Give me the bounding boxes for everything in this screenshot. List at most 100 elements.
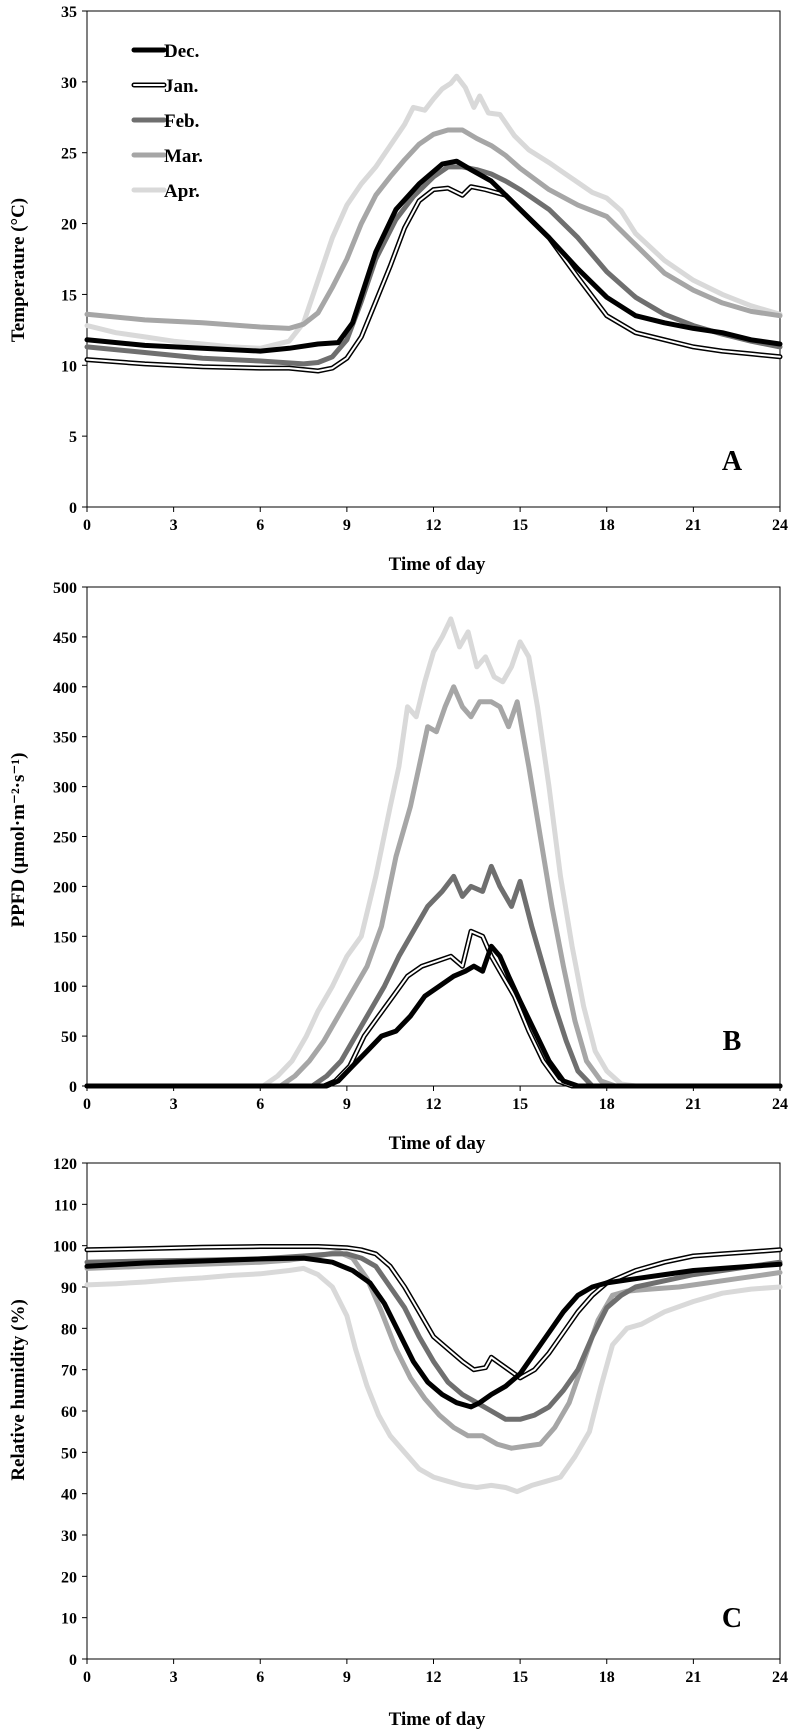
rh-series-line-dec (84, 1255, 783, 1410)
temp-series-line-dec (84, 158, 783, 354)
ppfd-y-tick-label: 300 (53, 780, 77, 797)
rh-y-tick-label: 120 (53, 1156, 77, 1173)
humidity-y-axis-title: Relative humidity (%) (8, 1299, 29, 1481)
legend-item-apr: Apr. (131, 181, 200, 202)
ppfd-y-tick-label: 350 (53, 730, 77, 747)
legend-item-feb: Feb. (131, 111, 199, 132)
rh-x-tick-label: 15 (512, 1669, 528, 1686)
rh-series-line-apr (84, 1265, 783, 1495)
legend-label-dec: Dec. (164, 41, 199, 62)
temperature-y-axis-title: Temperature (°C) (8, 198, 29, 342)
rh-y-tick-label: 60 (61, 1404, 77, 1421)
temp-series-feb (84, 164, 783, 367)
ppfd-y-tick-label: 250 (53, 830, 77, 847)
legend-label-apr: Apr. (164, 181, 200, 202)
temp-y-tick-label: 35 (61, 4, 77, 21)
temperature-chart: 0 3 6 9 12 15 18 21 24 0 5 10 15 20 25 30 35 Time of day… (8, 4, 788, 575)
ppfd-y-tick-label: 0 (69, 1079, 77, 1096)
panel-label-b: B (723, 1026, 742, 1057)
ppfd-series-apr (84, 616, 783, 1089)
ppfd-series-mar (84, 684, 783, 1089)
rh-y-tick-label: 10 (61, 1611, 77, 1628)
humidity-x-axis-title: Time of day (389, 1709, 486, 1730)
temp-y-tick-label: 20 (61, 217, 77, 234)
temp-x-tick-label: 18 (599, 517, 615, 534)
rh-y-tick-label: 20 (61, 1569, 77, 1586)
ppfd-chart: 0 3 6 9 12 15 18 21 24 0 50 100 150 200 250 300 350 400 45… (8, 580, 788, 1154)
ppfd-series-jan (84, 928, 783, 1089)
temp-series-apr (84, 73, 783, 351)
rh-x-tick-label: 9 (343, 1669, 351, 1686)
ppfd-x-tick-label: 15 (512, 1096, 528, 1113)
temp-series-mar (84, 127, 783, 331)
ppfd-series-line-feb (84, 863, 783, 1089)
rh-series-line-mar (84, 1249, 783, 1451)
ppfd-y-tick-label: 150 (53, 929, 77, 946)
temp-y-tick-label: 5 (69, 429, 77, 446)
rh-series-dec (84, 1255, 783, 1410)
ppfd-y-tick-label: 100 (53, 979, 77, 996)
rh-y-tick-label: 30 (61, 1528, 77, 1545)
legend: Dec. Jan. Feb. Mar. Apr. (131, 41, 203, 202)
rh-series-apr (84, 1265, 783, 1495)
temp-series-line-feb (84, 164, 783, 367)
ppfd-y-tick-label: 500 (53, 580, 77, 597)
rh-x-tick-label: 24 (772, 1669, 788, 1686)
rh-y-tick-label: 90 (61, 1280, 77, 1297)
ppfd-series-line-mar (84, 684, 783, 1089)
panel-label-a: A (722, 446, 743, 477)
rh-x-tick-label: 18 (599, 1669, 615, 1686)
temp-y-tick-label: 0 (69, 500, 77, 517)
ppfd-x-tick-label: 6 (256, 1096, 264, 1113)
rh-y-tick-label: 0 (69, 1652, 77, 1669)
ppfd-series-dec (84, 943, 783, 1089)
ppfd-x-tick-label: 21 (685, 1096, 701, 1113)
temp-series-jan (84, 184, 783, 374)
rh-y-tick-label: 110 (54, 1197, 77, 1214)
ppfd-x-axis-title: Time of day (389, 1133, 486, 1154)
rh-y-tick-label: 40 (61, 1487, 77, 1504)
temp-series-line-mar (84, 127, 783, 331)
humidity-plot-area: 0 3 6 9 12 15 18 21 24 0 10 20 30 40 50 60 70 80 90 100 110 1… (53, 1156, 788, 1686)
rh-x-tick-label: 12 (426, 1669, 442, 1686)
ppfd-x-tick-label: 9 (343, 1096, 351, 1113)
temp-x-tick-label: 6 (256, 517, 264, 534)
legend-item-jan: Jan. (131, 76, 198, 97)
rh-y-tick-label: 50 (61, 1445, 77, 1462)
ppfd-y-tick-label: 400 (53, 680, 77, 697)
temp-y-tick-label: 30 (61, 75, 77, 92)
legend-item-mar: Mar. (131, 146, 203, 167)
rh-y-tick-label: 70 (61, 1363, 77, 1380)
ppfd-series-line-dec (84, 943, 783, 1089)
ppfd-y-tick-label: 50 (61, 1029, 77, 1046)
temp-series-line-jan-inner (86, 185, 781, 372)
rh-series-jan (84, 1244, 783, 1381)
temp-y-tick-label: 10 (61, 358, 77, 375)
temp-x-tick-label: 21 (685, 517, 701, 534)
rh-y-tick-label: 100 (53, 1239, 77, 1256)
temp-x-tick-label: 3 (170, 517, 178, 534)
temp-series-line-apr (84, 73, 783, 351)
rh-series-feb (84, 1251, 783, 1422)
temp-y-tick-label: 25 (61, 146, 77, 163)
rh-series-line-feb (84, 1251, 783, 1422)
panel-label-c: C (722, 1603, 742, 1634)
legend-item-dec: Dec. (131, 41, 199, 62)
ppfd-y-tick-label: 450 (53, 630, 77, 647)
legend-label-jan: Jan. (164, 76, 198, 97)
temp-y-tick-label: 15 (61, 287, 77, 304)
temp-x-tick-label: 24 (772, 517, 788, 534)
ppfd-series-line-apr (84, 616, 783, 1089)
ppfd-series-line-jan (84, 928, 783, 1089)
ppfd-plot-area: 0 3 6 9 12 15 18 21 24 0 50 100 150 200 250 300 350 400 45… (53, 580, 788, 1113)
ppfd-x-tick-label: 3 (170, 1096, 178, 1113)
ppfd-y-axis-title: PPFD (µmol·m⁻²·s⁻¹) (8, 753, 29, 928)
rh-x-tick-label: 6 (256, 1669, 264, 1686)
ppfd-y-tick-label: 200 (53, 879, 77, 896)
rh-x-tick-label: 0 (83, 1669, 91, 1686)
humidity-chart: 0 3 6 9 12 15 18 21 24 0 10 20 30 40 50 60 70 80 90 100 110 1… (8, 1156, 788, 1730)
ppfd-x-tick-label: 12 (426, 1096, 442, 1113)
ppfd-x-tick-label: 0 (83, 1096, 91, 1113)
ppfd-series-line-jan-inner (86, 930, 781, 1087)
